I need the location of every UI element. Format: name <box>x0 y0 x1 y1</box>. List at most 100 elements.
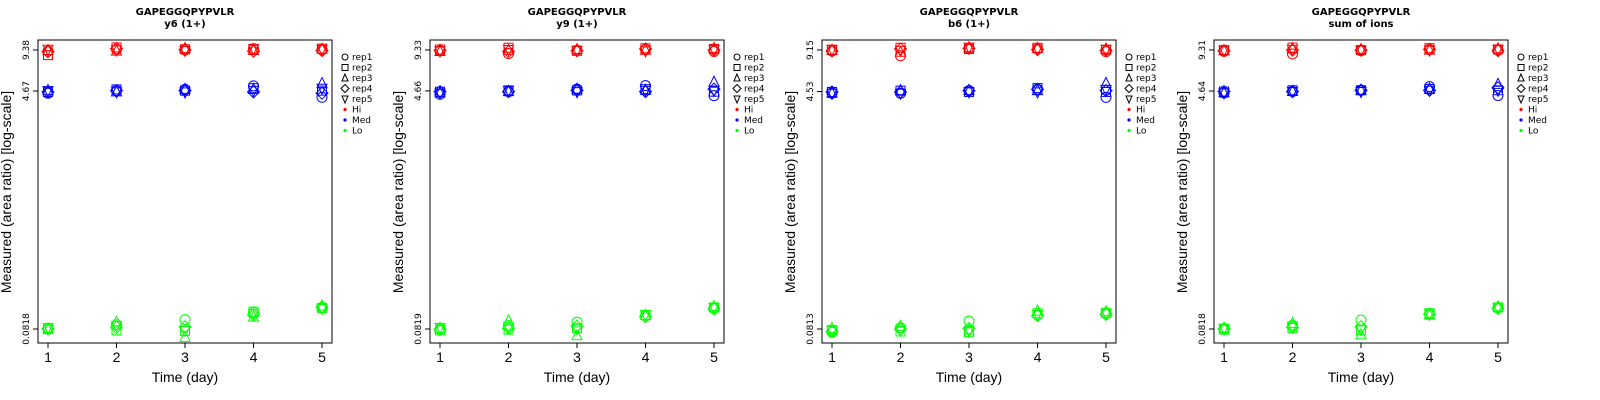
data-point <box>639 43 652 55</box>
data-point <box>41 85 55 99</box>
legend-marker <box>733 72 741 82</box>
y-tick-label: 4.53 <box>806 82 816 102</box>
x-tick-label: 5 <box>318 349 326 365</box>
chart-title: GAPEGGQPYPVLR <box>136 7 235 18</box>
y-axis-title: Measured (area ratio) [log-scale] <box>1174 91 1190 293</box>
data-point <box>1031 87 1044 100</box>
x-tick-label: 4 <box>1034 349 1042 365</box>
data-point <box>571 316 583 328</box>
legend-item: Hi <box>735 106 753 116</box>
data-point <box>639 308 652 320</box>
legend-label: rep3 <box>1136 74 1156 84</box>
data-point <box>1218 88 1230 100</box>
data-point <box>1492 303 1504 316</box>
legend-label: rep5 <box>1528 95 1548 105</box>
legend-item: Lo <box>735 127 755 137</box>
data-point <box>316 83 328 96</box>
legend-item: Lo <box>343 127 363 137</box>
data-point <box>639 83 652 95</box>
legend-marker <box>1124 83 1134 94</box>
legend-marker <box>1519 107 1523 112</box>
legend-marker <box>1517 72 1525 82</box>
data-point <box>1492 90 1504 102</box>
data-point <box>1218 43 1230 56</box>
data-point <box>110 84 123 97</box>
legend-label: rep1 <box>744 53 764 63</box>
data-point <box>1423 309 1436 321</box>
data-point <box>572 85 582 96</box>
data-point <box>1492 85 1504 98</box>
data-point <box>109 320 124 335</box>
x-axis-title: Time (day) <box>544 369 610 385</box>
legend-marker <box>341 64 349 71</box>
data-point <box>962 41 976 56</box>
data-point <box>1355 87 1367 99</box>
data-point <box>247 44 260 56</box>
legend-item: rep3 <box>341 72 372 84</box>
data-point <box>42 86 54 98</box>
data-point <box>639 85 652 98</box>
legend-label: rep2 <box>352 64 372 74</box>
chart-subtitle: y6 (1+) <box>164 19 205 30</box>
x-tick-label: 2 <box>113 349 121 365</box>
data-point <box>315 86 329 100</box>
data-point <box>708 302 720 315</box>
data-point <box>111 319 122 331</box>
data-point <box>179 87 191 100</box>
legend-item: rep1 <box>1517 53 1548 63</box>
data-point <box>826 88 838 101</box>
data-point <box>42 322 54 335</box>
legend-label: rep5 <box>352 95 372 105</box>
data-point <box>825 44 839 58</box>
chart-title: GAPEGGQPYPVLR <box>920 7 1019 18</box>
data-point <box>246 308 261 322</box>
data-point <box>1423 85 1436 98</box>
data-point <box>963 326 975 338</box>
data-point <box>1285 320 1300 335</box>
legend-label: rep4 <box>1528 85 1549 95</box>
legend-marker <box>1125 53 1133 61</box>
data-point <box>639 310 652 323</box>
data-point <box>501 44 516 59</box>
data-point <box>708 75 720 87</box>
legend-marker <box>341 72 349 82</box>
legend-item: Med <box>1127 116 1155 126</box>
data-point <box>826 45 838 57</box>
data-point <box>316 303 328 316</box>
data-point <box>180 85 190 96</box>
data-point <box>434 88 446 101</box>
legend-marker <box>733 53 741 61</box>
data-point <box>179 314 191 326</box>
x-tick-label: 2 <box>505 349 513 365</box>
legend-label: Lo <box>1528 127 1539 137</box>
y-tick-label: 0.0818 <box>22 313 32 345</box>
chart-title: GAPEGGQPYPVLR <box>1312 7 1411 18</box>
legend-item: rep5 <box>733 95 764 105</box>
legend-label: rep3 <box>1528 74 1548 84</box>
plot-frame <box>37 39 333 344</box>
data-point <box>43 50 53 61</box>
data-point <box>109 41 124 56</box>
legend-marker <box>735 128 739 133</box>
data-point <box>825 85 839 99</box>
data-point <box>1100 76 1112 88</box>
legend-label: rep4 <box>744 85 765 95</box>
legend-label: rep2 <box>744 64 764 74</box>
data-point <box>1218 321 1230 333</box>
legend-item: rep4 <box>340 83 373 95</box>
legend-item: rep4 <box>1516 83 1549 95</box>
y-tick-label: 0.0818 <box>1198 313 1208 345</box>
data-point <box>570 319 584 333</box>
data-point <box>434 44 446 56</box>
legend-label: Med <box>1136 116 1155 126</box>
legend-marker <box>1517 64 1525 71</box>
data-point <box>1492 44 1504 57</box>
x-axis-title: Time (day) <box>152 369 218 385</box>
data-point <box>708 45 720 57</box>
y-tick-label: 9.31 <box>1198 40 1208 60</box>
x-axis-title: Time (day) <box>1328 369 1394 385</box>
y-tick-label: 0.0819 <box>414 313 424 345</box>
data-point <box>1031 41 1044 53</box>
